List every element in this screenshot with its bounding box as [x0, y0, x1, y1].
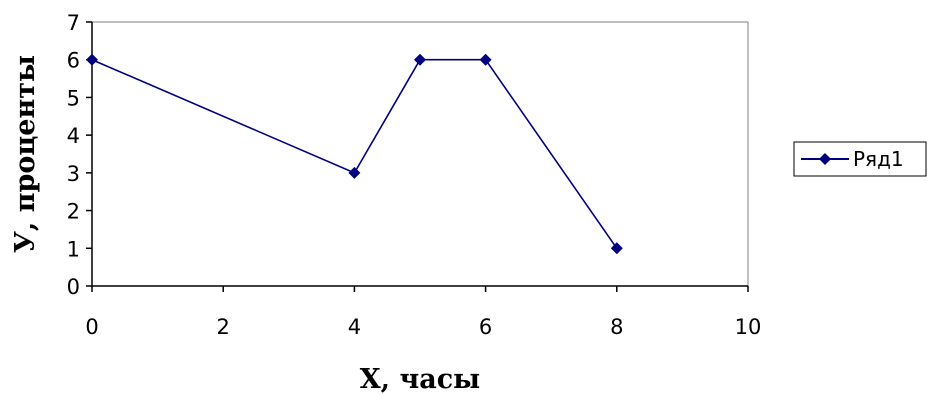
legend-series-label: Ряд1: [853, 147, 904, 171]
plot-area: [91, 21, 749, 287]
x-tick-label-3: 6: [479, 315, 492, 339]
legend: Ряд1: [793, 141, 927, 177]
x-ticks: 0 2 4 6 8 10: [85, 286, 761, 339]
plot-frame: [91, 21, 749, 287]
y-tick-label-5: 5: [67, 86, 80, 110]
data-point-0-2: [414, 53, 426, 66]
axes: [91, 22, 748, 287]
series-layer: [86, 53, 623, 255]
y-tick-label-7: 7: [67, 11, 80, 35]
y-tick-label-3: 3: [67, 162, 80, 186]
x-tick-label-1: 2: [217, 315, 230, 339]
x-tick-label-0: 0: [85, 315, 98, 339]
data-point-0-4: [610, 242, 623, 255]
data-point-0-1: [348, 166, 361, 179]
y-ticks: 0 1 2 3 4 5 6 7: [67, 11, 92, 299]
y-tick-label-1: 1: [67, 237, 80, 261]
x-axis-title: X, часы: [360, 364, 481, 395]
data-point-0-0: [86, 53, 98, 66]
y-tick-label-6: 6: [67, 49, 80, 73]
legend-series-marker: [819, 153, 831, 165]
y-axis-title: У, проценты: [10, 55, 41, 253]
x-tick-label-2: 4: [348, 315, 361, 339]
x-tick-label-5: 10: [735, 315, 762, 339]
data-point-0-3: [479, 53, 492, 66]
y-tick-label-4: 4: [67, 124, 80, 148]
x-tick-label-4: 8: [610, 315, 623, 339]
y-tick-label-2: 2: [67, 200, 80, 224]
y-tick-label-0: 0: [67, 275, 80, 299]
